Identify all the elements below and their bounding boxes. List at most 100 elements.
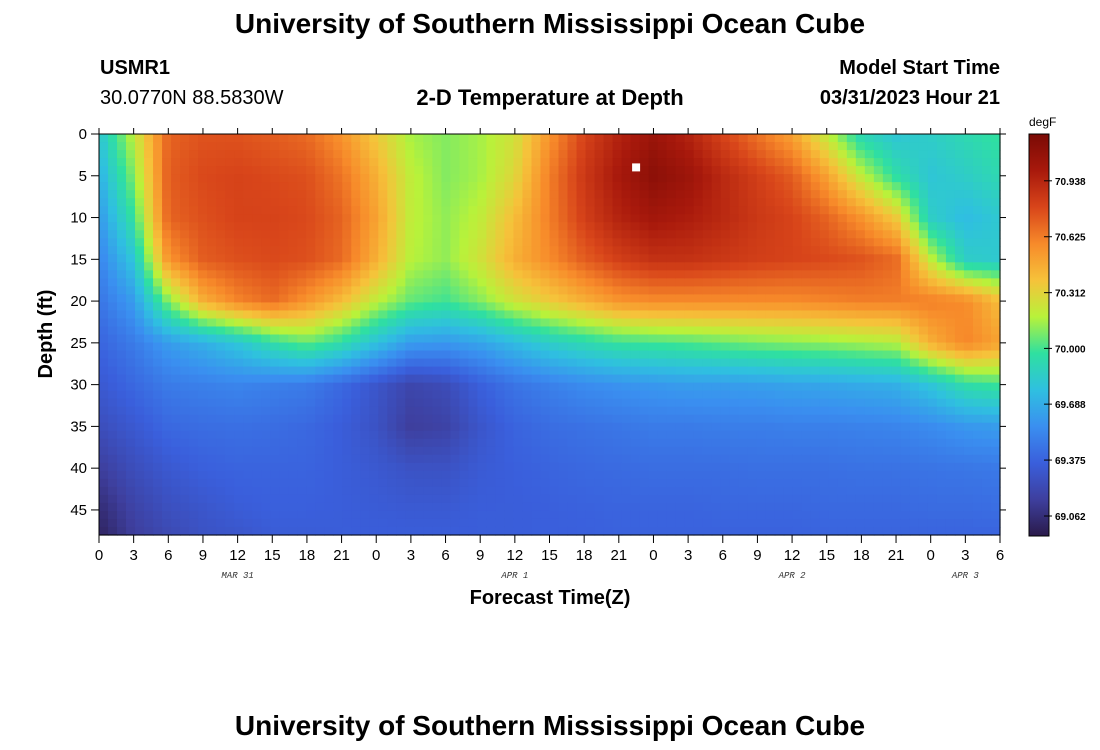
heatmap-cell: [756, 254, 767, 263]
heatmap-cell: [666, 470, 677, 480]
heatmap-cell: [639, 398, 650, 408]
heatmap-cell: [432, 502, 442, 512]
heatmap-cell: [639, 318, 650, 328]
heatmap-cell: [990, 350, 1001, 360]
heatmap-cell: [135, 342, 145, 352]
heatmap-cell: [126, 342, 136, 352]
heatmap-cell: [711, 166, 722, 175]
heatmap-cell: [171, 486, 181, 496]
heatmap-cell: [972, 334, 983, 344]
heatmap-cell: [648, 358, 659, 368]
heatmap-cell: [414, 310, 424, 320]
heatmap-cell: [738, 134, 749, 143]
heatmap-cell: [234, 414, 244, 424]
heatmap-cell: [549, 270, 560, 279]
heatmap-cell: [963, 206, 974, 215]
heatmap-cell: [891, 478, 902, 488]
heatmap-cell: [423, 206, 433, 215]
heatmap-cell: [621, 462, 632, 472]
heatmap-cell: [603, 358, 614, 368]
heatmap-cell: [792, 302, 803, 312]
heatmap-cell: [828, 158, 839, 167]
heatmap-cells: [99, 134, 1001, 536]
heatmap-cell: [198, 310, 208, 320]
heatmap-cell: [909, 326, 920, 336]
heatmap-cell: [801, 214, 812, 223]
heatmap-cell: [612, 470, 623, 480]
heatmap-cell: [189, 310, 199, 320]
heatmap-cell: [333, 494, 343, 504]
heatmap-cell: [846, 254, 857, 263]
heatmap-cell: [603, 494, 614, 504]
heatmap-cell: [315, 278, 325, 287]
heatmap-cell: [171, 302, 181, 312]
heatmap-cell: [981, 398, 992, 408]
heatmap-cell: [981, 382, 992, 392]
heatmap-cell: [423, 182, 433, 191]
heatmap-cell: [981, 334, 992, 344]
heatmap-cell: [711, 494, 722, 504]
heatmap-cell: [189, 158, 199, 167]
heatmap-cell: [135, 366, 145, 376]
heatmap-cell: [738, 454, 749, 464]
heatmap-cell: [981, 166, 992, 175]
heatmap-cell: [297, 286, 307, 295]
heatmap-cell: [720, 438, 731, 448]
heatmap-cell: [495, 206, 506, 215]
heatmap-cell: [387, 142, 397, 151]
heatmap-cell: [441, 142, 451, 151]
heatmap-cell: [225, 374, 235, 384]
heatmap-cell: [954, 510, 965, 520]
heatmap-cell: [864, 150, 875, 159]
heatmap-cell: [945, 358, 956, 368]
heatmap-cell: [495, 182, 506, 191]
heatmap-cell: [747, 286, 758, 295]
heatmap-cell: [837, 230, 848, 239]
heatmap-cell: [504, 502, 515, 512]
heatmap-cell: [819, 310, 830, 320]
heatmap-cell: [639, 278, 650, 287]
heatmap-cell: [252, 246, 262, 255]
heatmap-cell: [477, 462, 488, 472]
heatmap-cell: [927, 502, 938, 512]
heatmap-cell: [936, 222, 947, 231]
heatmap-cell: [189, 166, 199, 175]
heatmap-cell: [936, 414, 947, 424]
heatmap-cell: [495, 230, 506, 239]
heatmap-cell: [990, 286, 1001, 295]
heatmap-cell: [396, 502, 406, 512]
heatmap-cell: [252, 390, 262, 400]
heatmap-cell: [801, 294, 812, 304]
heatmap-cell: [828, 182, 839, 191]
heatmap-cell: [522, 334, 533, 344]
heatmap-cell: [243, 406, 253, 416]
heatmap-cell: [666, 510, 677, 520]
heatmap-cell: [540, 166, 551, 175]
heatmap-cell: [648, 502, 659, 512]
heatmap-cell: [648, 478, 659, 488]
heatmap-cell: [261, 238, 271, 247]
heatmap-cell: [180, 214, 190, 223]
heatmap-cell: [684, 150, 695, 159]
heatmap-cell: [585, 398, 596, 408]
heatmap-cell: [234, 254, 244, 263]
heatmap-cell: [396, 222, 406, 231]
heatmap-cell: [990, 166, 1001, 175]
heatmap-cell: [342, 174, 352, 183]
heatmap-cell: [153, 326, 163, 336]
heatmap-cell: [720, 158, 731, 167]
heatmap-cell: [693, 158, 704, 167]
heatmap-cell: [720, 358, 731, 368]
heatmap-cell: [981, 238, 992, 247]
heatmap-cell: [324, 358, 334, 368]
heatmap-cell: [873, 486, 884, 496]
heatmap-cell: [540, 214, 551, 223]
heatmap-cell: [630, 174, 641, 183]
heatmap-cell: [693, 454, 704, 464]
heatmap-cell: [657, 438, 668, 448]
heatmap-cell: [936, 190, 947, 199]
heatmap-cell: [153, 414, 163, 424]
heatmap-cell: [792, 174, 803, 183]
heatmap-cell: [522, 326, 533, 336]
heatmap-cell: [216, 238, 226, 247]
